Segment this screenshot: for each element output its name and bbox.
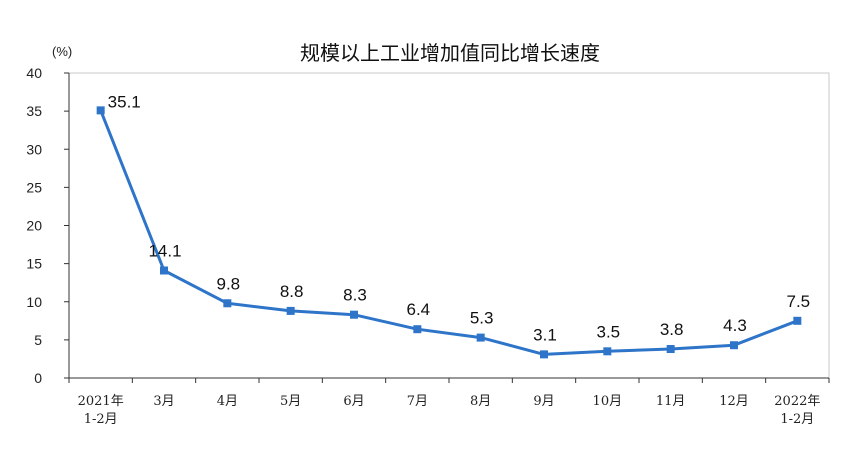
y-tick-label: 40 xyxy=(26,65,42,81)
x-axis-ticks: 2021年 1-2月 3月 4月 5月 6月 7月 8月 9月 10月 11月 12月 2022年 1-2… xyxy=(68,378,830,427)
data-label: 8.8 xyxy=(280,282,304,301)
x-tick-label: 12月 xyxy=(719,394,749,409)
data-label: 4.3 xyxy=(723,316,747,335)
data-markers xyxy=(96,106,802,359)
data-label: 8.3 xyxy=(343,286,367,305)
data-point xyxy=(413,325,422,334)
x-tick-label: 3月 xyxy=(153,394,174,409)
data-label: 3.1 xyxy=(533,325,557,344)
data-point xyxy=(603,347,612,356)
y-tick-label: 5 xyxy=(34,332,42,348)
data-point xyxy=(286,306,295,315)
x-tick-label: 2022年 xyxy=(774,394,820,409)
y-tick-label: 0 xyxy=(34,370,42,386)
x-tick-label: 10月 xyxy=(593,394,623,409)
y-tick-label: 30 xyxy=(26,141,42,157)
data-label: 35.1 xyxy=(108,92,141,111)
y-axis-ticks: 0 5 10 15 20 25 30 35 40 xyxy=(26,65,69,386)
data-label: 3.5 xyxy=(597,322,621,341)
x-tick-label: 7月 xyxy=(407,394,428,409)
data-point xyxy=(730,341,738,350)
series-line xyxy=(99,109,798,356)
x-tick-label: 1-2月 xyxy=(780,412,814,427)
x-tick-label: 11月 xyxy=(656,394,686,409)
chart-title: 规模以上工业增加值同比增长速度 xyxy=(300,41,600,65)
data-point xyxy=(666,345,675,354)
x-tick-label: 8月 xyxy=(470,394,491,409)
data-label: 7.5 xyxy=(787,292,811,311)
y-tick-label: 35 xyxy=(26,103,42,119)
data-point xyxy=(476,333,485,342)
data-point xyxy=(160,266,168,275)
x-tick-label: 9月 xyxy=(533,394,554,409)
data-label: 6.4 xyxy=(407,300,431,319)
data-point xyxy=(793,316,802,325)
x-tick-label: 4月 xyxy=(217,394,238,409)
y-unit-label: (%) xyxy=(52,44,72,59)
x-tick-label: 6月 xyxy=(343,394,364,409)
data-label: 14.1 xyxy=(148,241,181,260)
data-label: 3.8 xyxy=(660,320,684,339)
data-point xyxy=(540,350,548,359)
x-tick-label: 1-2月 xyxy=(84,412,118,427)
x-tick-label: 5月 xyxy=(280,394,301,409)
x-tick-label: 2021年 xyxy=(78,394,124,409)
data-point xyxy=(350,310,358,319)
y-tick-label: 20 xyxy=(26,218,42,234)
data-labels: 35.1 14.1 9.8 8.8 8.3 6.4 5.3 3.1 3.5 3.8 4.3 7.5 xyxy=(108,92,810,344)
y-tick-label: 10 xyxy=(26,294,42,310)
y-tick-label: 15 xyxy=(26,256,42,272)
y-tick-label: 25 xyxy=(26,179,42,195)
data-point xyxy=(223,299,232,308)
data-label: 9.8 xyxy=(217,274,241,293)
data-point xyxy=(96,106,105,115)
data-label: 5.3 xyxy=(470,309,494,328)
